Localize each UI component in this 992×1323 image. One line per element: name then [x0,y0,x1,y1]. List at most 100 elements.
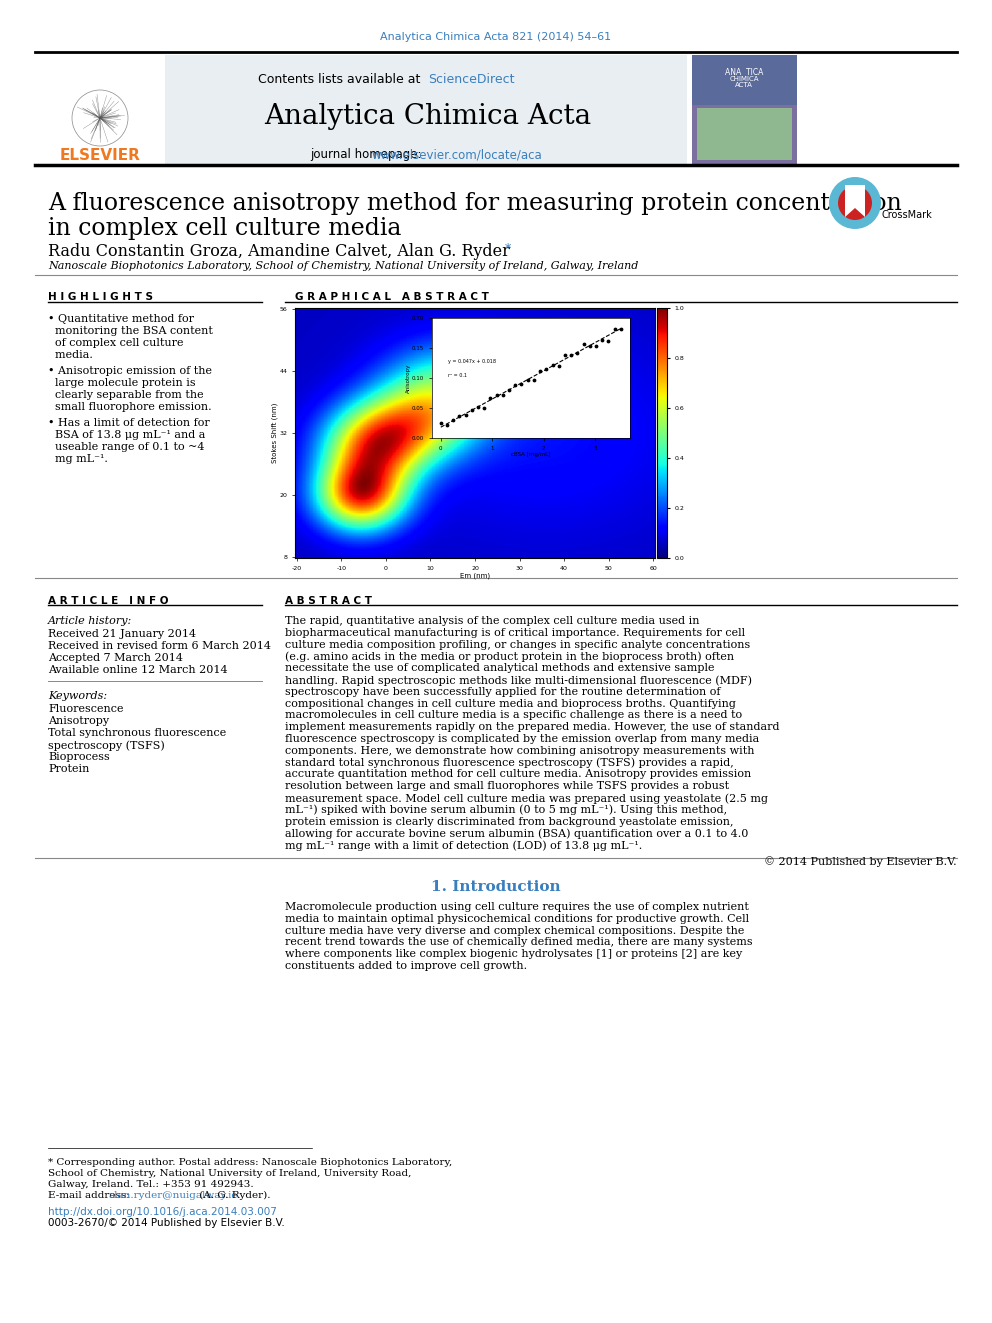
Point [588,335,604,356]
Text: small fluorophore emission.: small fluorophore emission. [48,402,211,411]
Text: (A. G. Ryder).: (A. G. Ryder). [196,1191,271,1200]
Y-axis label: Stokes Shift (nm): Stokes Shift (nm) [272,402,278,463]
Circle shape [829,177,881,229]
Text: Keywords:: Keywords: [48,691,107,701]
Text: Fluorescence: Fluorescence [48,704,123,714]
Point [539,359,555,380]
Text: Bioprocess: Bioprocess [48,751,110,762]
Text: spectroscopy (TSFS): spectroscopy (TSFS) [48,740,165,750]
Text: mg mL⁻¹ range with a limit of detection (LOD) of 13.8 μg mL⁻¹.: mg mL⁻¹ range with a limit of detection … [285,840,642,851]
Text: components. Here, we demonstrate how combining anisotropy measurements with: components. Here, we demonstrate how com… [285,746,755,755]
Text: compositional changes in cell culture media and bioprocess broths. Quantifying: compositional changes in cell culture me… [285,699,736,709]
Text: Nanoscale Biophotonics Laboratory, School of Chemistry, National University of I: Nanoscale Biophotonics Laboratory, Schoo… [48,261,639,271]
Text: • Anisotropic emission of the: • Anisotropic emission of the [48,366,212,376]
Text: http://dx.doi.org/10.1016/j.aca.2014.03.007: http://dx.doi.org/10.1016/j.aca.2014.03.… [48,1207,277,1217]
Point [470,396,486,417]
Point [501,380,517,401]
Point [607,319,623,340]
Text: A R T I C L E   I N F O: A R T I C L E I N F O [48,595,169,606]
Text: • Quantitative method for: • Quantitative method for [48,314,194,324]
Bar [692,56,797,165]
X-axis label: cBSA [mg/mL]: cBSA [mg/mL] [511,452,551,456]
Circle shape [838,187,872,220]
Text: ANA  TICA: ANA TICA [725,67,763,77]
Text: (e.g. amino acids in the media or product protein in the bioprocess broth) often: (e.g. amino acids in the media or produc… [285,651,734,662]
Text: The rapid, quantitative analysis of the complex cell culture media used in: The rapid, quantitative analysis of the … [285,617,699,626]
Text: Analytica Chimica Acta 821 (2014) 54–61: Analytica Chimica Acta 821 (2014) 54–61 [381,32,611,42]
Text: mg mL⁻¹.: mg mL⁻¹. [48,454,108,464]
Text: ACTA: ACTA [735,82,753,89]
Bar [692,56,797,105]
Text: where components like complex biogenic hydrolysates [1] or proteins [2] are key: where components like complex biogenic h… [285,949,742,959]
Text: Accepted 7 March 2014: Accepted 7 March 2014 [48,654,183,663]
Text: * Corresponding author. Postal address: Nanoscale Biophotonics Laboratory,: * Corresponding author. Postal address: … [48,1158,452,1167]
Point [433,413,448,434]
Text: constituents added to improve cell growth.: constituents added to improve cell growt… [285,960,527,971]
Point [594,329,610,351]
Text: implement measurements rapidly on the prepared media. However, the use of standa: implement measurements rapidly on the pr… [285,722,780,732]
Text: *: * [501,243,511,255]
Point [464,400,480,421]
Text: alan.ryder@nuigalway.ie: alan.ryder@nuigalway.ie [109,1191,238,1200]
Point [495,384,511,405]
Text: allowing for accurate bovine serum albumin (BSA) quantification over a 0.1 to 4.: allowing for accurate bovine serum album… [285,828,748,839]
Text: H I G H L I G H T S: H I G H L I G H T S [48,292,153,302]
Point [457,405,473,426]
Text: r² = 0.1: r² = 0.1 [447,373,466,378]
Text: E-mail address:: E-mail address: [48,1191,133,1200]
Text: macromolecules in cell culture media is a specific challenge as there is a need : macromolecules in cell culture media is … [285,710,742,721]
Text: useable range of 0.1 to ~4: useable range of 0.1 to ~4 [48,442,204,452]
Point [451,405,467,426]
Text: clearly separable from the: clearly separable from the [48,390,203,400]
Y-axis label: Anisotropy: Anisotropy [406,364,411,393]
Text: y = 0.047x + 0.018: y = 0.047x + 0.018 [447,359,496,364]
Point [563,345,579,366]
Text: Protein: Protein [48,763,89,774]
Text: A B S T R A C T: A B S T R A C T [285,595,372,606]
Text: ELSEVIER: ELSEVIER [60,148,141,163]
Text: A fluorescence anisotropy method for measuring protein concentration: A fluorescence anisotropy method for mea… [48,192,902,216]
Point [545,355,560,376]
Text: School of Chemistry, National University of Ireland, University Road,: School of Chemistry, National University… [48,1170,412,1177]
Text: Received 21 January 2014: Received 21 January 2014 [48,628,196,639]
Bar [697,108,792,160]
Point [582,335,598,356]
Text: accurate quantitation method for cell culture media. Anisotropy provides emissio: accurate quantitation method for cell cu… [285,770,751,779]
Text: 1. Introduction: 1. Introduction [432,880,560,894]
Point [575,333,591,355]
Text: in complex cell culture media: in complex cell culture media [48,217,402,239]
Text: necessitate the use of complicated analytical methods and extensive sample: necessitate the use of complicated analy… [285,663,714,673]
Text: handling. Rapid spectroscopic methods like multi-dimensional fluorescence (MDF): handling. Rapid spectroscopic methods li… [285,675,752,685]
Point [489,385,505,406]
Text: protein emission is clearly discriminated from background yeastolate emission,: protein emission is clearly discriminate… [285,816,733,827]
Text: © 2014 Published by Elsevier B.V.: © 2014 Published by Elsevier B.V. [765,856,957,867]
Point [507,374,523,396]
Text: resolution between large and small fluorophores while TSFS provides a robust: resolution between large and small fluor… [285,781,729,791]
Bar [165,56,687,165]
Text: media to maintain optimal physicochemical conditions for productive growth. Cell: media to maintain optimal physicochemica… [285,914,749,923]
Text: Article history:: Article history: [48,617,132,626]
Text: www.elsevier.com/locate/aca: www.elsevier.com/locate/aca [371,148,542,161]
Text: biopharmaceutical manufacturing is of critical importance. Requirements for cell: biopharmaceutical manufacturing is of cr… [285,628,745,638]
Text: measurement space. Model cell culture media was prepared using yeastolate (2.5 m: measurement space. Model cell culture me… [285,792,768,803]
Text: Available online 12 March 2014: Available online 12 March 2014 [48,665,227,675]
Point [532,361,548,382]
Text: mL⁻¹) spiked with bovine serum albumin (0 to 5 mg mL⁻¹). Using this method,: mL⁻¹) spiked with bovine serum albumin (… [285,804,727,815]
Point [526,369,542,390]
Text: Anisotropy: Anisotropy [48,716,109,726]
Point [476,397,492,418]
Text: CHIMICA: CHIMICA [729,75,759,82]
Text: recent trend towards the use of chemically defined media, there are many systems: recent trend towards the use of chemical… [285,938,753,947]
Polygon shape [845,185,865,217]
Point [445,410,461,431]
Text: Analytica Chimica Acta: Analytica Chimica Acta [265,103,591,130]
Text: culture media composition profiling, or changes in specific analyte concentratio: culture media composition profiling, or … [285,639,750,650]
Text: CrossMark: CrossMark [882,210,932,220]
Text: Contents lists available at: Contents lists available at [258,73,428,86]
Text: journal homepage:: journal homepage: [310,148,426,161]
Text: Macromolecule production using cell culture requires the use of complex nutrient: Macromolecule production using cell cult… [285,902,749,912]
Text: ScienceDirect: ScienceDirect [428,73,515,86]
Point [520,369,536,390]
Point [557,344,572,365]
Text: monitoring the BSA content: monitoring the BSA content [48,325,213,336]
